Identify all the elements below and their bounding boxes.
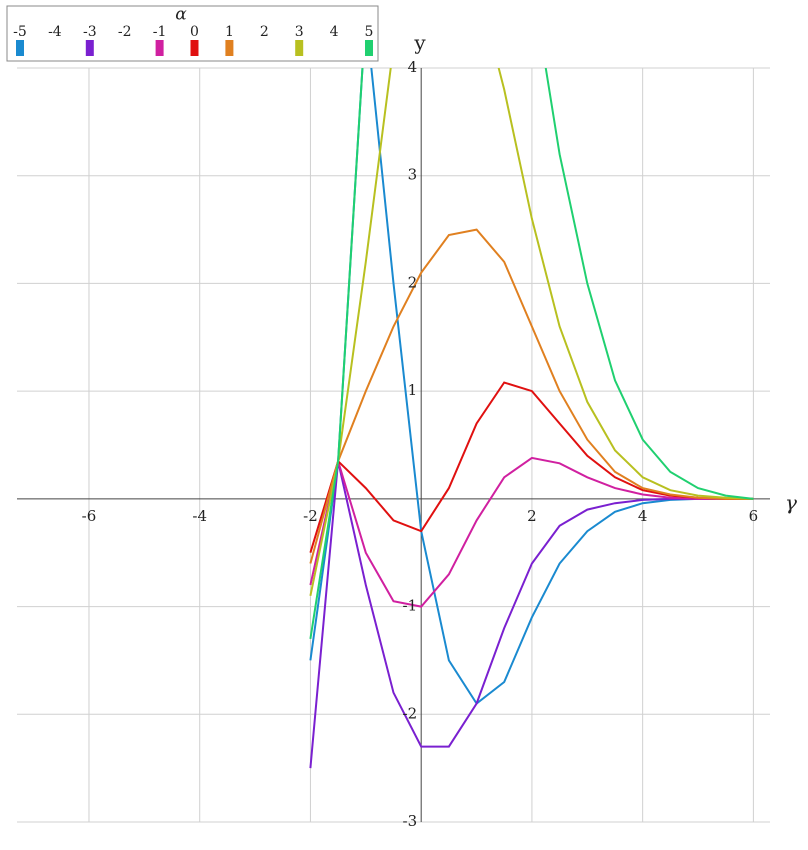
colorbar-swatch <box>225 40 234 56</box>
colorbar-swatch <box>295 40 304 56</box>
y-tick-label: -1 <box>403 597 418 615</box>
grid <box>17 67 770 823</box>
x-tick-label: 4 <box>638 507 648 525</box>
colorbar-tick-label: 5 <box>365 24 374 40</box>
series-line <box>309 68 754 597</box>
x-tick-label: -4 <box>192 507 207 525</box>
y-tick-label: -2 <box>403 704 418 722</box>
series-line <box>309 68 754 640</box>
colorbar-tick-label: -5 <box>13 24 27 40</box>
colorbar-tick-label: 2 <box>260 24 269 40</box>
series-line <box>309 228 754 564</box>
y-tick-label: 3 <box>408 166 418 184</box>
colorbar-tick-label: -3 <box>83 24 97 40</box>
curves <box>309 68 754 769</box>
colorbar: α -5 -4 -3 -2 -1 0 1 2 3 4 5 <box>6 5 379 62</box>
y-tick-label: -3 <box>403 812 418 830</box>
colorbar-tick-label: 4 <box>330 24 339 40</box>
colorbar-tick-label: 3 <box>295 24 304 40</box>
y-tick-label: 2 <box>408 273 418 291</box>
colorbar-swatch <box>155 40 164 56</box>
colorbar-swatch <box>85 40 94 56</box>
colorbar-swatch <box>190 40 199 56</box>
x-axis-label: γ <box>785 491 797 515</box>
y-tick-label: 1 <box>408 381 418 399</box>
colorbar-tick-label: -1 <box>153 24 167 40</box>
colorbar-title: α <box>175 5 187 25</box>
series-line <box>309 456 754 608</box>
colorbar-swatch <box>16 40 24 56</box>
colorbar-tick-label: -4 <box>48 24 62 40</box>
y-axis-label: y <box>413 31 426 55</box>
x-tick-label: 6 <box>749 507 759 525</box>
colorbar-tick-label: 0 <box>190 24 199 40</box>
x-tick-label: 2 <box>527 507 537 525</box>
y-tick-label: 4 <box>408 58 418 76</box>
labels: -6 -4 -2 2 4 6 -3 -2 -1 1 2 3 4 <box>82 58 758 830</box>
colorbar-swatch <box>365 40 373 56</box>
x-tick-label: -6 <box>82 507 97 525</box>
colorbar-tick-label: 1 <box>225 24 234 40</box>
x-tick-label: -2 <box>303 507 318 525</box>
colorbar-tick-label: -2 <box>118 24 132 40</box>
